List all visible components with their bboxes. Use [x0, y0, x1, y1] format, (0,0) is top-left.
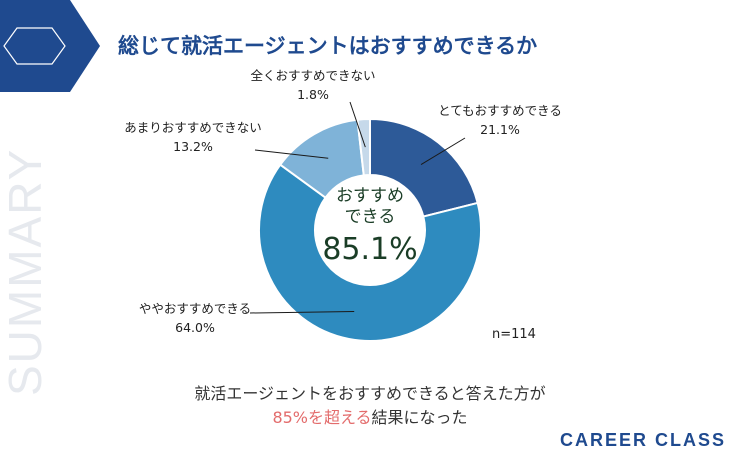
leader-line-rarely-recommend [254, 149, 329, 159]
corner-hexagon-outline [3, 27, 66, 65]
conclusion-line2: 85%を超える結果になった [0, 406, 740, 430]
conclusion-line1: 就活エージェントをおすすめできると答えた方が [194, 384, 546, 403]
slice-value-very-recommend: 21.1% [480, 122, 520, 137]
donut-center-label: おすすめ できる 85.1% [310, 186, 430, 268]
center-label-line1: おすすめ [336, 186, 404, 206]
brand-logo-text: CAREER CLASS [559, 430, 726, 450]
center-label-line2: できる [344, 207, 396, 228]
conclusion-highlight: 85%を超える [272, 408, 372, 427]
slice-somewhat-recommend [258, 163, 482, 342]
leader-line-very-recommend [420, 137, 466, 165]
corner-hexagon-shape [0, 0, 100, 92]
slice-very-recommend [369, 117, 479, 218]
slice-value-rarely-recommend: 13.2% [173, 139, 213, 154]
corner-decoration [0, 0, 100, 92]
leader-line-not-recommend [349, 101, 366, 148]
slice-label-somewhat-recommend: ややおすすめできる [139, 301, 251, 316]
slice-label-rarely-recommend: あまりおすすめできない [124, 120, 262, 135]
slice-value-somewhat-recommend: 64.0% [175, 320, 215, 335]
slice-value-not-recommend: 1.8% [297, 87, 329, 102]
center-label-value: 85.1% [322, 231, 418, 267]
page-title: 総じて就活エージェントはおすすめできるか [118, 34, 538, 58]
leader-line-somewhat-recommend [249, 310, 355, 314]
sample-size: n=114 [492, 327, 536, 342]
slice-label-not-recommend: 全くおすすめできない [250, 68, 375, 83]
slice-label-very-recommend: とてもおすすめできる [438, 103, 562, 118]
conclusion-rest: 結果になった [371, 408, 468, 427]
